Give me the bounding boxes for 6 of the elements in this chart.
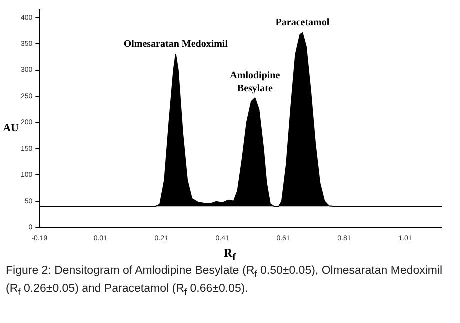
y-axis-title: AU (3, 122, 19, 135)
x-axis-title: R$_{f}$ (222, 246, 237, 264)
annotation: Paracetamol (276, 18, 330, 29)
annotation: Amlodipine Besylate (230, 70, 281, 95)
text: Figure 2: Densitogram of Amlodipine Besylate (R$_{f}$ 0.50±0.05), Olmesaratan Medoximil (R$_{f}$ 0.26±0.05) and Paracetamol (R$_{f}$ 0.66±0.05). (6, 265, 443, 299)
annotation: Olmesaratan Medoximil (124, 39, 228, 50)
